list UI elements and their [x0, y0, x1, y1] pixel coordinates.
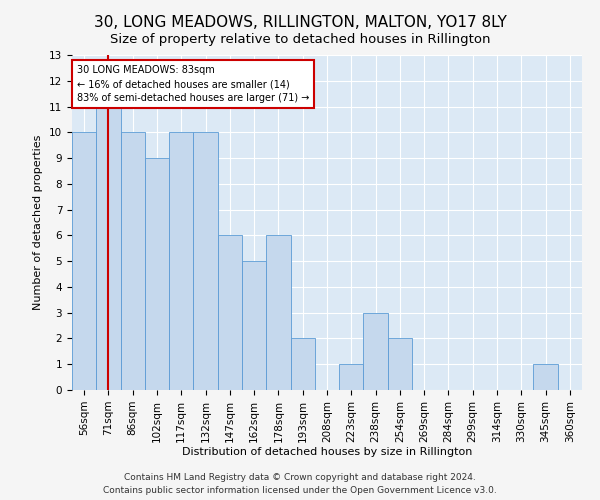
Text: Contains HM Land Registry data © Crown copyright and database right 2024.
Contai: Contains HM Land Registry data © Crown c… [103, 474, 497, 495]
Bar [145, 158, 169, 390]
Text: 30, LONG MEADOWS, RILLINGTON, MALTON, YO17 8LY: 30, LONG MEADOWS, RILLINGTON, MALTON, YO… [94, 15, 506, 30]
Bar [96, 106, 121, 390]
Bar [266, 236, 290, 390]
Bar [218, 236, 242, 390]
Text: Size of property relative to detached houses in Rillington: Size of property relative to detached ho… [110, 32, 490, 46]
Y-axis label: Number of detached properties: Number of detached properties [34, 135, 43, 310]
Bar [193, 132, 218, 390]
Bar [339, 364, 364, 390]
Bar [388, 338, 412, 390]
Text: 30 LONG MEADOWS: 83sqm
← 16% of detached houses are smaller (14)
83% of semi-det: 30 LONG MEADOWS: 83sqm ← 16% of detached… [77, 65, 310, 103]
Bar [121, 132, 145, 390]
Bar [533, 364, 558, 390]
X-axis label: Distribution of detached houses by size in Rillington: Distribution of detached houses by size … [182, 448, 472, 458]
Bar [364, 312, 388, 390]
Bar [72, 132, 96, 390]
Bar [290, 338, 315, 390]
Bar [242, 261, 266, 390]
Bar [169, 132, 193, 390]
